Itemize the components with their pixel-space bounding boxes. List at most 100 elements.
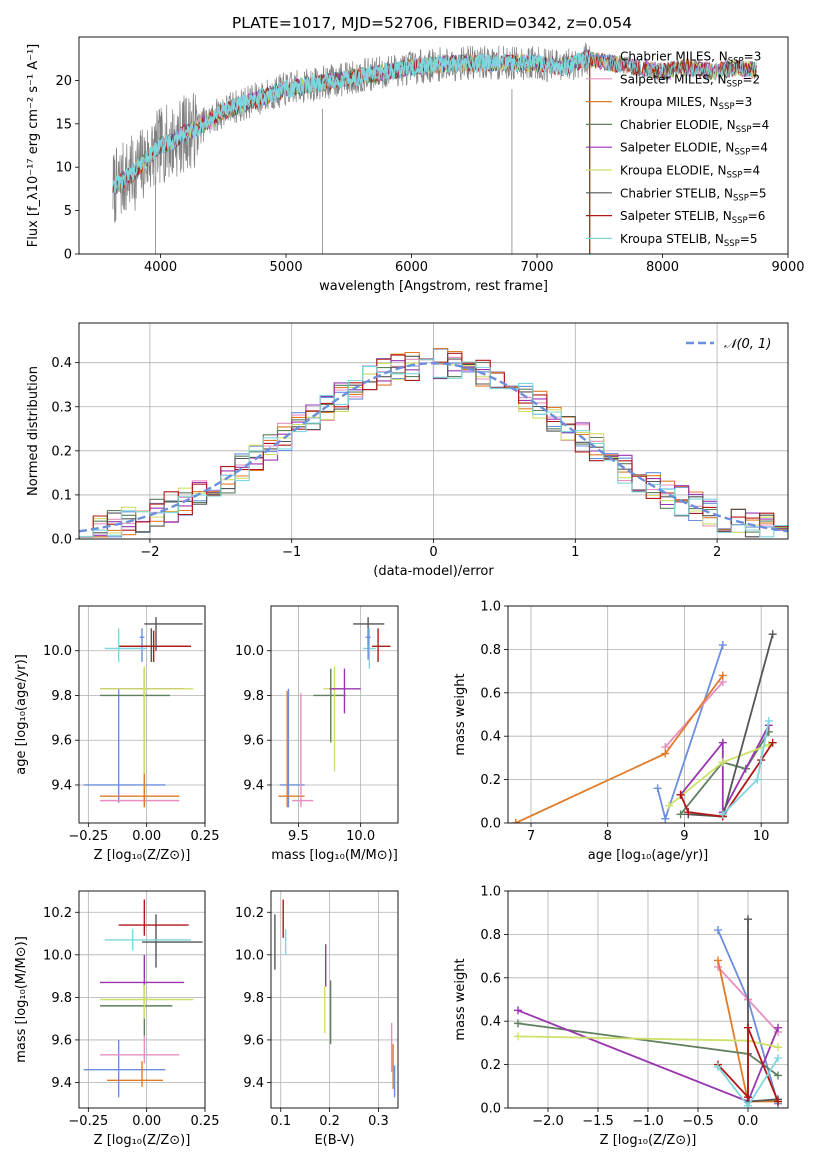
legend-label: Chabrier STELIB, N [620,186,733,200]
axes-frame [78,322,789,540]
y-tick-label: 15 [55,117,72,132]
marker-chabrier_miles [653,784,662,793]
x-tick-label: −2 [140,545,159,560]
x-tick-label: −1.0 [632,1114,664,1129]
legend-entry: Salpeter MILES, NSSP=2 [620,72,760,89]
y-tick-label: 10.2 [235,906,264,921]
plot-area-massweight_vs_Z [514,915,782,1108]
marker-salpeter_stelib [744,1093,752,1102]
x-tick-label: 0.2 [319,1114,340,1129]
legend-label: Kroupa MILES, N [620,95,719,109]
legend-sub: SSP [732,216,748,226]
x-tick-label: −1.5 [582,1114,614,1129]
y-tick-label: 0.0 [51,533,72,548]
legend-suffix: =5 [740,232,758,246]
marker-kroupa_stelib [714,1062,722,1071]
y-tick-label: 10.0 [43,644,72,659]
axes-frame [78,890,206,1109]
marker-kroupa_elodie [514,1032,522,1041]
y-tick-label: 0.6 [480,971,501,986]
axes-frame [78,36,789,255]
legend-suffix: =3 [735,95,753,109]
y-tick-label: 9.4 [51,778,72,793]
marker-chabrier_miles [714,926,722,935]
y-tick-label: 0.4 [51,356,72,371]
plot-area-spectrum [112,42,757,254]
legend-label: Chabrier MILES, N [620,50,728,64]
marker-chabrier_elodie [774,1071,782,1080]
x-tick-label: 8000 [646,260,679,275]
y-tick-label: 9.6 [51,1033,72,1048]
x-tick-label: 8 [604,829,612,844]
marker-salpeter_stelib [676,790,685,799]
chart-title: PLATE=1017, MJD=52706, FIBERID=0342, z=0… [232,14,632,32]
legend-label: 𝒩(0, 1) [724,337,771,352]
marker-kroupa_miles [714,956,722,965]
y-tick-label: 0.0 [480,817,501,832]
legend-entry: Chabrier STELIB, NSSP=5 [620,186,767,203]
model-spectrum-top [112,51,591,193]
panel-massweight_vs_Z: −2.0 −1.5 −1.0 −0.5 0.0 0.0 0.2 0.4 0.6 0.8 1.0 Z [… [453,885,789,1148]
marker-chabrier_elodie [514,1019,522,1028]
plot-area-massweight_vs_age [511,630,777,823]
histogram-kroupa_stelib [79,359,788,539]
x-tick-label: 0 [429,545,437,560]
line-chabrier_miles [656,644,724,822]
y-tick-label: 1.0 [480,885,501,900]
y-tick-label: 0.8 [480,928,501,943]
plot-area-mass_vs_Z [83,899,203,1098]
legend-sub: SSP [734,148,750,158]
panel-massweight_vs_age: 7 8 9 10 0.0 0.2 0.4 0.6 0.8 1.0 age [log₁₀(age/yr… [453,600,789,863]
marker-chabrier_miles [718,641,727,650]
y-tick-label: 0.2 [480,773,501,788]
marker-kroupa_stelib [744,1101,752,1108]
y-tick-label: 0.2 [51,444,72,459]
y-tick-label: 10.0 [235,948,264,963]
legend: Chabrier MILES, N SSP =3 Salpeter MILES, NS… [586,50,769,249]
marker-chabrier_miles [661,814,670,823]
y-tick-label: 10.2 [43,906,72,921]
x-tick-label: 9.5 [288,829,309,844]
marker-chabrier_stelib [744,915,752,924]
x-axis-label: wavelength [Angstrom, rest frame] [319,279,548,294]
x-tick-label: 7 [527,829,535,844]
legend-entry: Kroupa ELODIE, NSSP=4 [620,164,760,181]
x-axis-label: mass [log₁₀(M/M⊙)] [271,848,398,863]
legend-label: Chabrier ELODIE, N [620,118,736,132]
marker-kroupa_elodie [774,1043,782,1052]
x-axis-label: Z [log₁₀(Z/Z⊙)] [94,848,191,863]
legend-sub: SSP [733,193,749,203]
x-tick-label: 9 [680,829,688,844]
marker-kroupa_miles [661,749,670,758]
plot-area-age_vs_mass [278,617,391,808]
marker-kroupa_elodie [718,758,727,767]
y-tick-label: 9.4 [51,1076,72,1091]
legend-sub: SSP [727,79,743,89]
legend-suffix: =6 [748,209,766,223]
x-axis-label: Z [log₁₀(Z/Z⊙)] [600,1133,697,1148]
legend-suffix: =5 [749,186,767,200]
y-axis-label: Flux [f_λ10⁻¹⁷ erg cm⁻² s⁻¹ A⁻¹] [26,44,41,248]
x-axis-label: Z [log₁₀(Z/Z⊙)] [94,1133,191,1148]
x-tick-label: 10.0 [346,829,375,844]
y-tick-label: 0.3 [51,400,72,415]
y-tick-label: 0.8 [480,643,501,658]
axes-frame [507,890,789,1109]
x-tick-label: 6000 [395,260,428,275]
x-tick-label: −1 [282,545,301,560]
histogram-kroupa_miles [79,347,788,539]
y-tick-label: 1.0 [480,600,501,615]
marker-kroupa_miles [511,819,520,823]
y-tick-label: 10.0 [235,644,264,659]
legend-label: Kroupa ELODIE, N [620,164,727,178]
legend-label: Salpeter STELIB, N [620,209,732,223]
marker-salpeter_stelib [744,1023,752,1032]
axes-frame [78,605,206,824]
marker-kroupa_stelib [753,775,762,784]
y-tick-label: 9.6 [243,1033,264,1048]
x-tick-label: 2 [713,545,721,560]
legend-suffix: =3 [744,50,762,64]
marker-salpeter_elodie [718,738,727,747]
legend-entry: Chabrier ELODIE, NSSP=4 [620,118,769,135]
y-tick-label: 0.4 [480,730,501,745]
